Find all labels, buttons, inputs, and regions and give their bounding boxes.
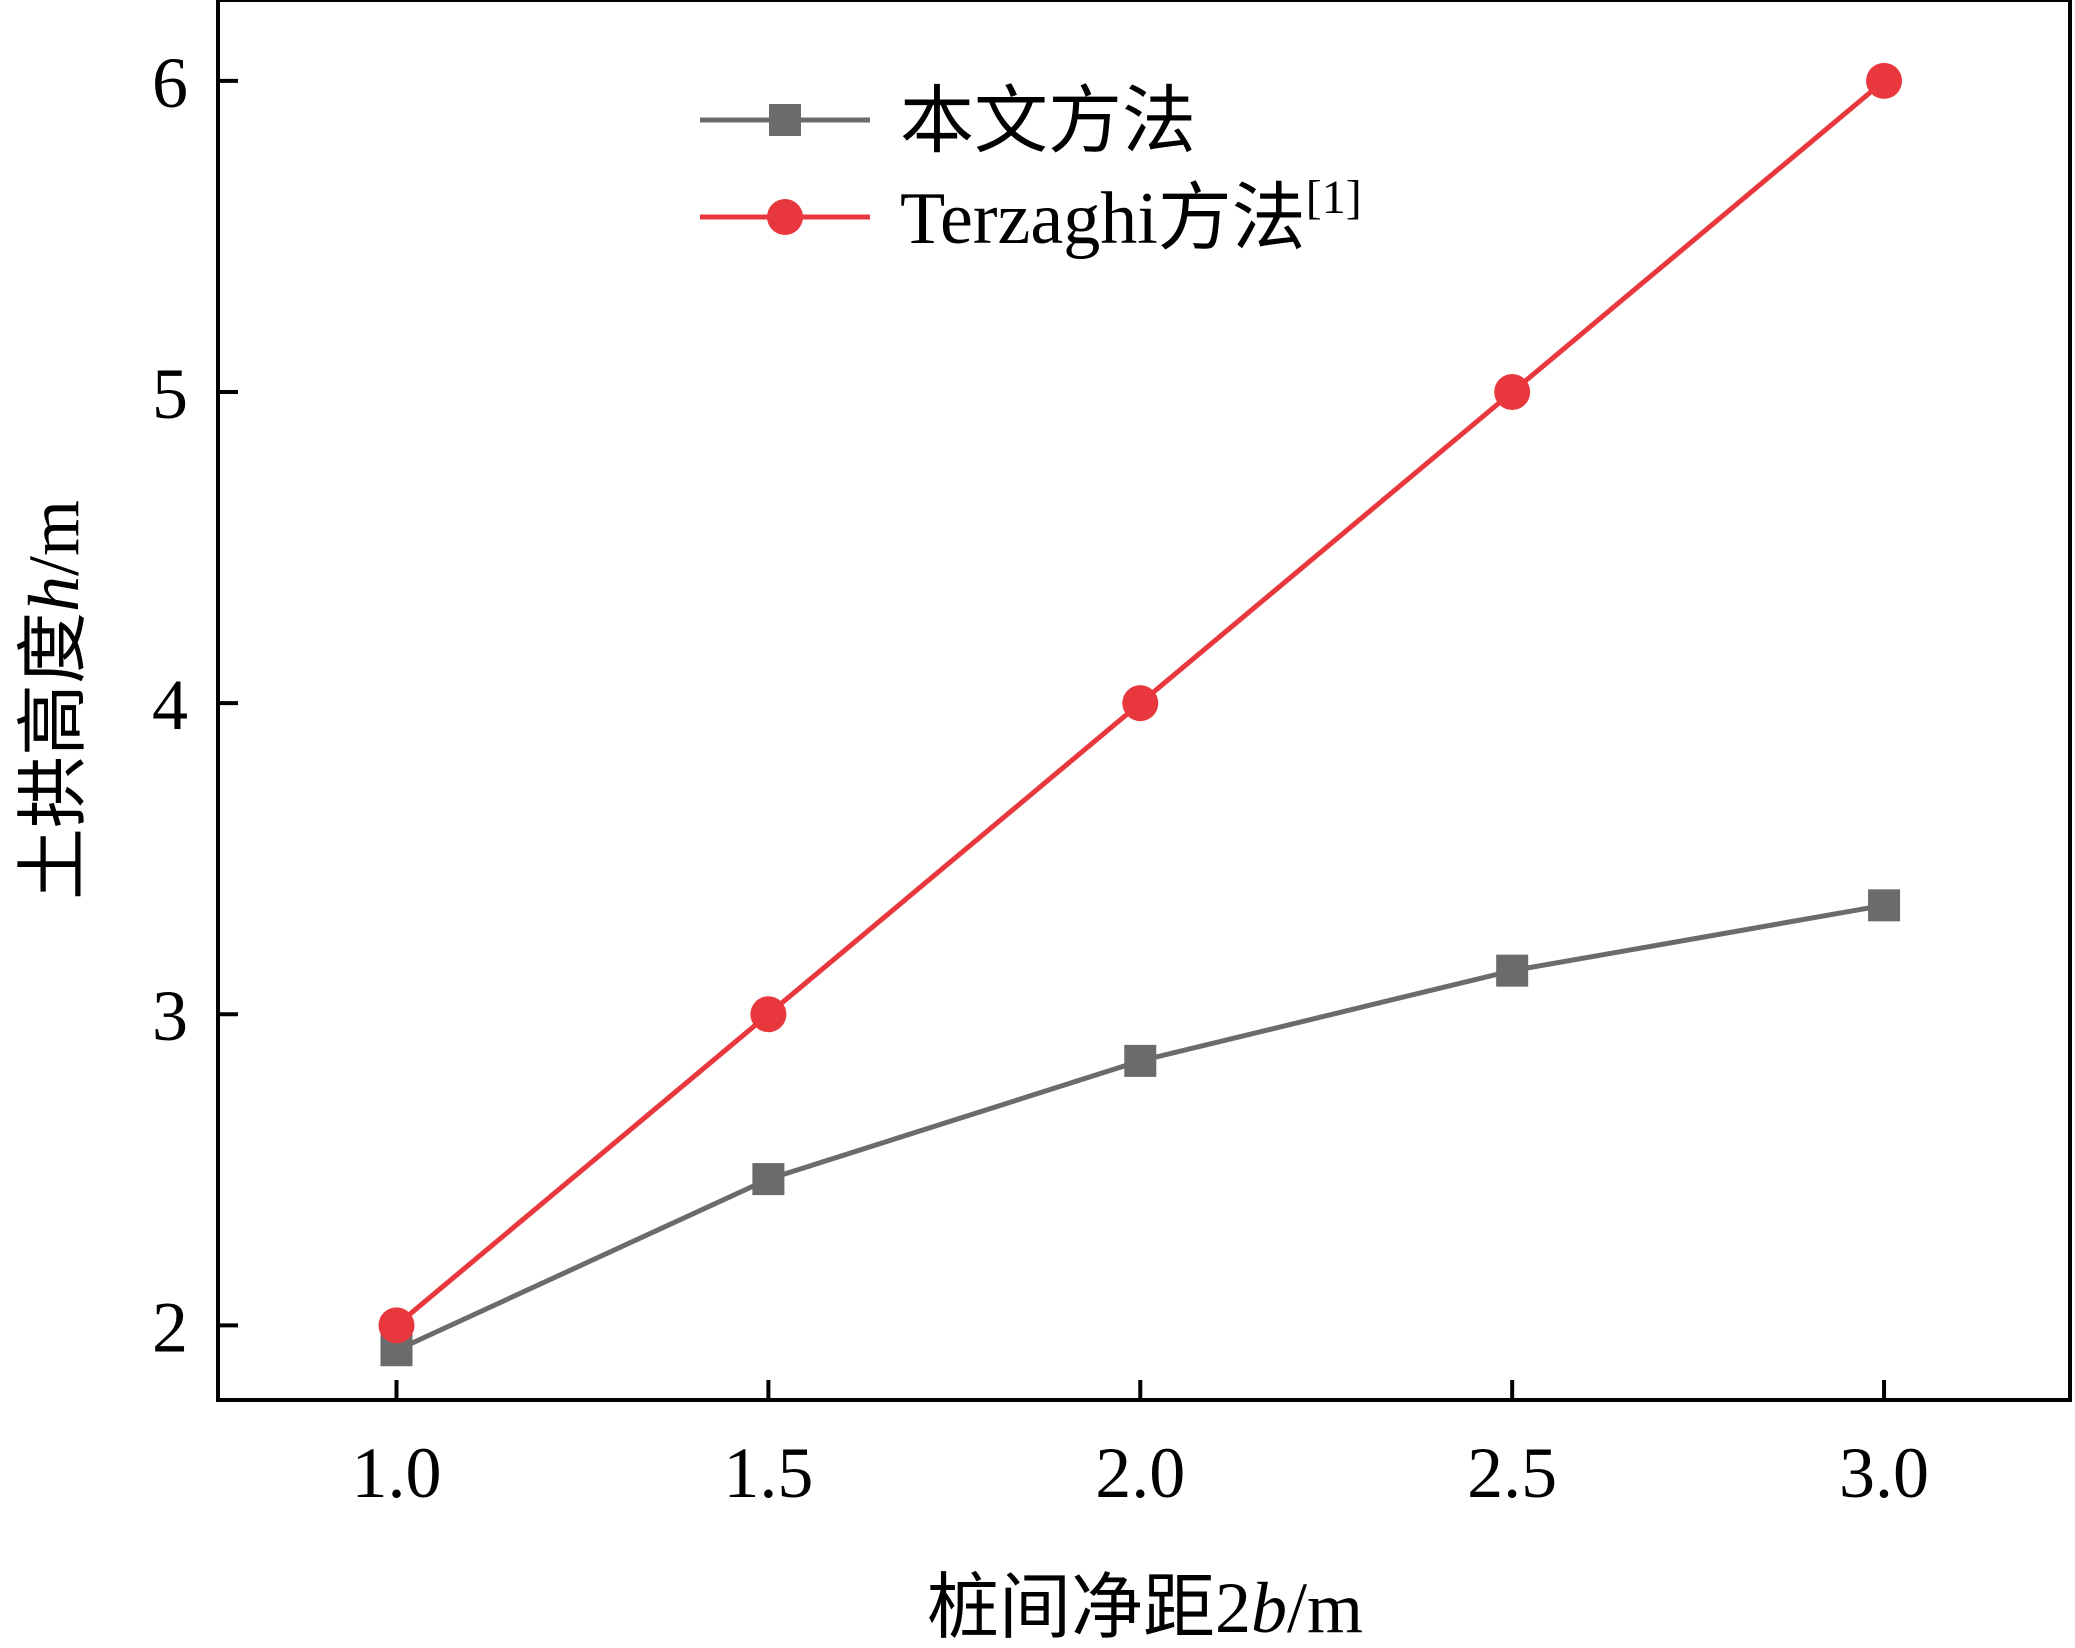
y-axis-title-unit: /m	[14, 500, 94, 576]
y-axis-title: 土拱高度h/m	[14, 500, 94, 900]
x-axis-title: 桩间净距2b/m	[927, 1568, 1363, 1648]
y-tick-label: 2	[152, 1287, 188, 1367]
plot-frame	[216, 0, 2072, 1402]
series-1-line	[395, 902, 1885, 1353]
legend-marker-circle	[767, 199, 803, 235]
legend-label-series-2-name: Terzaghi方法	[900, 178, 1306, 260]
y-tick-label: 5	[152, 354, 188, 434]
series-1	[380, 889, 1901, 1367]
data-point	[750, 996, 787, 1033]
x-tick-label: 2.5	[1467, 1433, 1557, 1513]
legend-label-series-2-superscript: [1]	[1306, 171, 1362, 224]
data-point	[1124, 1044, 1157, 1077]
x-tick-label: 3.0	[1839, 1433, 1929, 1513]
x-tick-label: 1.0	[352, 1433, 442, 1513]
data-point	[1496, 954, 1529, 987]
y-tick-label: 3	[152, 976, 188, 1056]
x-axis-title-unit: /m	[1287, 1568, 1363, 1648]
x-axis-title-variable: b	[1251, 1568, 1287, 1648]
legend: 本文方法 Terzaghi方法[1]	[700, 81, 1362, 260]
legend-label-series-1: 本文方法	[900, 81, 1196, 163]
y-axis-title-prefix: 土拱高度	[14, 612, 94, 900]
x-tick-label: 2.0	[1095, 1433, 1185, 1513]
y-axis-title-variable: h	[14, 576, 94, 612]
x-axis-ticks: 1.0 1.5 2.0 2.5 3.0	[352, 1380, 1929, 1513]
legend-marker-square	[769, 104, 801, 136]
x-tick-label: 1.5	[723, 1433, 813, 1513]
data-point	[1494, 374, 1531, 410]
series-2	[378, 62, 1903, 1344]
y-axis-ticks: 2 3 4 5 6	[152, 43, 238, 1367]
data-point	[378, 1307, 415, 1344]
data-point	[1868, 889, 1901, 922]
legend-label-series-2: Terzaghi方法[1]	[900, 171, 1362, 260]
y-tick-label: 6	[152, 43, 188, 123]
data-point	[1866, 62, 1903, 99]
x-axis-title-prefix: 桩间净距2	[927, 1568, 1251, 1648]
y-tick-label: 4	[152, 665, 188, 745]
data-point	[752, 1163, 785, 1196]
series-layer	[378, 62, 1903, 1367]
data-point	[1122, 685, 1159, 722]
